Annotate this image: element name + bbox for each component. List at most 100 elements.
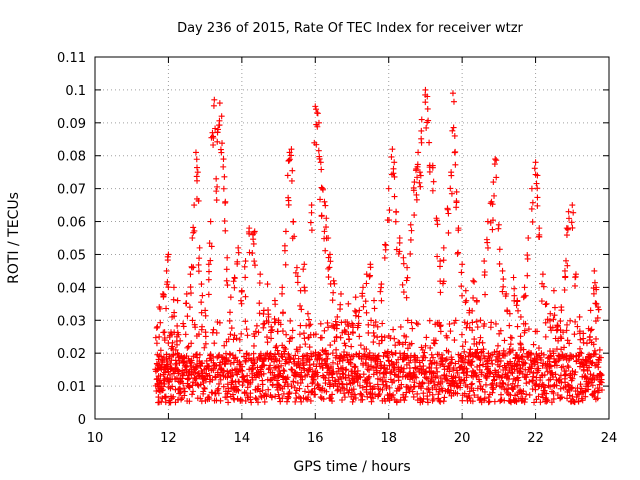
data-point: [225, 399, 232, 406]
data-point: [198, 281, 205, 288]
data-point: [267, 350, 274, 357]
data-point: [300, 330, 307, 337]
data-point: [378, 297, 385, 304]
data-point: [572, 274, 579, 281]
data-point: [156, 333, 163, 340]
data-point: [477, 317, 484, 324]
data-point: [321, 198, 328, 205]
data-point: [558, 394, 565, 401]
data-point: [450, 98, 457, 105]
data-point: [476, 339, 483, 346]
data-point: [482, 291, 489, 298]
data-point: [293, 264, 300, 271]
data-point: [485, 399, 492, 406]
data-point: [589, 359, 596, 366]
data-point: [363, 280, 370, 287]
data-point: [350, 386, 357, 393]
data-point: [314, 123, 321, 130]
data-point: [469, 307, 476, 314]
data-point: [294, 348, 301, 355]
data-point: [307, 321, 314, 328]
data-point: [426, 389, 433, 396]
data-point: [464, 320, 471, 327]
data-point: [210, 365, 217, 372]
data-point: [474, 346, 481, 353]
data-point: [307, 397, 314, 404]
data-point: [539, 280, 546, 287]
data-point: [576, 328, 583, 335]
data-point: [439, 387, 446, 394]
data-point: [590, 372, 597, 379]
data-point: [314, 110, 321, 117]
data-point: [377, 284, 384, 291]
data-point: [564, 381, 571, 388]
data-point: [434, 373, 441, 380]
data-point: [455, 249, 462, 256]
data-point: [407, 221, 414, 228]
data-point: [225, 388, 232, 395]
data-point: [396, 339, 403, 346]
data-point: [396, 385, 403, 392]
data-point: [463, 372, 470, 379]
data-point: [165, 284, 172, 291]
data-point: [583, 340, 590, 347]
data-point: [216, 100, 223, 107]
data-point: [454, 383, 461, 390]
data-point: [458, 376, 465, 383]
data-point: [349, 398, 356, 405]
data-point: [325, 351, 332, 358]
data-point: [223, 394, 230, 401]
data-point: [591, 347, 598, 354]
data-point: [259, 387, 266, 394]
data-point: [489, 380, 496, 387]
data-point: [195, 261, 202, 268]
data-point: [575, 353, 582, 360]
data-point: [296, 331, 303, 338]
data-point: [169, 343, 176, 350]
data-point: [205, 276, 212, 283]
data-point: [410, 393, 417, 400]
y-tick-label: 0.09: [57, 117, 86, 132]
data-point: [458, 355, 465, 362]
data-point: [298, 369, 305, 376]
data-point: [534, 328, 541, 335]
data-point: [273, 343, 280, 350]
data-point: [323, 215, 330, 222]
data-point: [440, 398, 447, 405]
data-point: [202, 312, 209, 319]
data-point: [374, 334, 381, 341]
data-point: [224, 282, 231, 289]
data-point: [529, 218, 536, 225]
data-point: [563, 257, 569, 264]
data-point: [494, 358, 501, 365]
data-point: [272, 393, 279, 400]
data-point: [478, 369, 485, 376]
data-point: [154, 375, 161, 382]
data-point: [382, 242, 389, 249]
data-point: [439, 378, 446, 385]
data-point: [242, 358, 249, 365]
data-point: [547, 363, 554, 370]
data-point: [547, 310, 554, 317]
data-point: [431, 340, 438, 347]
data-point: [592, 351, 599, 358]
data-point: [356, 307, 363, 314]
data-point: [402, 339, 409, 346]
data-point: [563, 232, 570, 239]
data-point: [557, 385, 564, 392]
data-point: [245, 228, 252, 235]
data-point: [516, 369, 523, 376]
data-point: [419, 398, 426, 405]
data-point: [562, 274, 569, 281]
data-point: [446, 360, 453, 367]
data-point: [480, 346, 487, 353]
data-point: [172, 365, 179, 372]
grid: [95, 57, 609, 419]
data-point: [253, 322, 260, 329]
data-point: [582, 374, 589, 381]
data-point: [275, 381, 282, 388]
data-point: [237, 361, 244, 368]
data-point: [522, 320, 529, 327]
data-point: [153, 360, 160, 367]
data-point: [589, 382, 596, 389]
